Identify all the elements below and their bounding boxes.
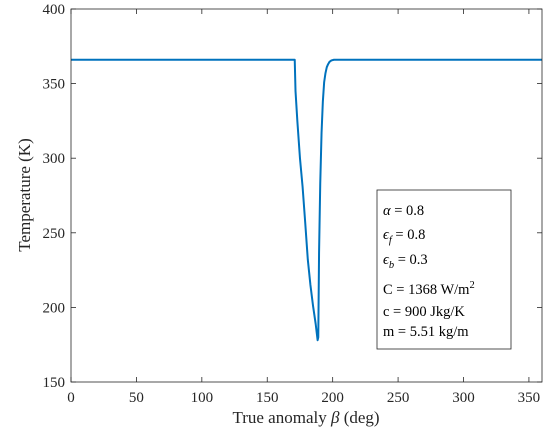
legend-entry-alpha-symbol: α bbox=[383, 203, 391, 219]
y-tick-label: 300 bbox=[43, 151, 66, 167]
legend-entry-solar-constant-superscript: 2 bbox=[469, 280, 474, 291]
legend-entry-epsilon-b: ϵb = 0.3 bbox=[383, 252, 428, 271]
x-tick-label: 250 bbox=[387, 390, 410, 406]
legend-entry-solar-constant-text: C = 1368 W/m bbox=[383, 282, 470, 298]
x-tick-label: 150 bbox=[256, 390, 279, 406]
legend-entry-epsilon-f-subscript: f bbox=[389, 235, 394, 246]
legend-entry-epsilon-b-symbol: ϵ bbox=[383, 252, 390, 268]
series-layer bbox=[71, 58, 542, 342]
x-tick-label: 200 bbox=[321, 390, 344, 406]
x-tick-label: 300 bbox=[452, 390, 475, 406]
x-tick-label: 50 bbox=[129, 390, 144, 406]
x-axis-label: True anomaly β (deg) bbox=[232, 408, 379, 427]
y-axis: 150 200 250 300 350 400 bbox=[43, 2, 542, 391]
x-tick-label: 100 bbox=[191, 390, 214, 406]
series-line-0 bbox=[71, 58, 542, 342]
x-tick-label: 0 bbox=[67, 390, 75, 406]
y-tick-label: 250 bbox=[43, 226, 66, 242]
legend-entry-solar-constant: C = 1368 W/m2 bbox=[383, 280, 475, 298]
legend-entry-mass: m = 5.51 kg/m bbox=[383, 324, 469, 340]
y-tick-label: 200 bbox=[43, 300, 66, 316]
x-axis-label-symbol: β bbox=[330, 408, 340, 427]
plot-frame bbox=[70, 8, 543, 383]
x-tick-label: 350 bbox=[518, 390, 541, 406]
legend-entry-specific-heat: c = 900 Jkg/K bbox=[383, 304, 465, 320]
legend: α = 0.8 ϵf = 0.8 ϵb = 0.3 C = 1368 W/m2 … bbox=[376, 189, 512, 350]
legend-box bbox=[376, 189, 512, 350]
legend-entry-epsilon-f: ϵf = 0.8 bbox=[383, 227, 425, 246]
legend-entry-alpha-value: = 0.8 bbox=[391, 203, 425, 219]
x-axis-label-prefix: True anomaly bbox=[232, 408, 331, 427]
legend-entry-epsilon-b-value: = 0.3 bbox=[394, 252, 428, 268]
x-axis: 0 50 100 150 200 250 300 350 bbox=[67, 9, 540, 406]
legend-entry-epsilon-b-subscript: b bbox=[389, 260, 394, 271]
y-tick-label: 350 bbox=[43, 77, 66, 93]
legend-entry-epsilon-f-value: = 0.8 bbox=[392, 227, 426, 243]
y-tick-label: 400 bbox=[43, 2, 66, 18]
y-tick-label: 150 bbox=[43, 375, 66, 391]
y-axis-label: Temperature (K) bbox=[15, 138, 34, 252]
x-axis-label-suffix: (deg) bbox=[339, 408, 379, 427]
legend-entry-alpha: α = 0.8 bbox=[383, 203, 424, 219]
legend-entry-epsilon-f-symbol: ϵ bbox=[383, 227, 390, 243]
